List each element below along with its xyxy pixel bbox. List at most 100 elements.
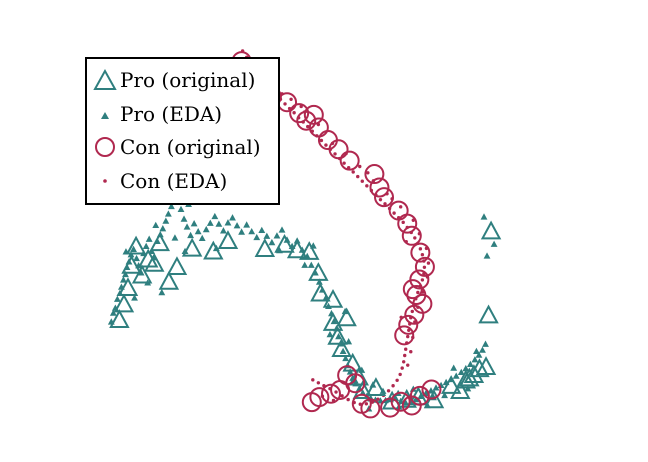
data-point-dot — [334, 390, 338, 394]
legend-label: Pro (EDA) — [120, 102, 222, 126]
data-point-triangle-open — [299, 241, 320, 260]
data-point-triangle-filled — [335, 333, 342, 340]
data-point-triangle-filled — [167, 202, 175, 210]
legend-label: Con (original) — [120, 135, 261, 159]
data-point-dot — [404, 347, 408, 351]
data-point-dot — [426, 261, 431, 265]
data-point-dot — [360, 179, 364, 183]
data-point-triangle-open — [322, 288, 344, 308]
data-point-circle-open — [410, 242, 431, 263]
data-point-triangle-filled — [263, 232, 271, 239]
data-point-triangle-filled — [131, 294, 138, 301]
data-point-triangle-open — [117, 277, 139, 297]
data-point-dot — [383, 202, 387, 206]
data-point-dot — [406, 363, 410, 367]
data-point-triangle-filled — [278, 226, 286, 233]
data-point-circle-open — [374, 187, 395, 208]
legend-entry-con-eda: Con (EDA) — [103, 169, 227, 193]
data-point-dot — [376, 397, 380, 401]
data-point-dot — [401, 220, 405, 225]
data-point-dot — [403, 353, 407, 358]
data-point-dot — [316, 381, 321, 385]
legend-entry-pro-eda: Pro (EDA) — [101, 102, 222, 126]
data-point-dot — [391, 384, 395, 388]
data-point-triangle-filled — [471, 356, 479, 363]
data-point-triangle-filled — [441, 391, 449, 399]
data-point-triangle-filled — [307, 261, 315, 268]
data-point-triangle-filled — [183, 223, 191, 230]
data-point-triangle-filled — [187, 231, 195, 239]
data-point-triangle-open — [459, 367, 480, 387]
data-point-dot — [366, 171, 370, 175]
legend-marker-dot — [103, 179, 107, 183]
data-point-circle-open — [364, 164, 385, 185]
data-point-triangle-open — [478, 304, 499, 324]
data-point-dot — [283, 102, 287, 106]
data-point-triangle-filled — [171, 234, 179, 241]
data-point-circle-open — [328, 139, 349, 160]
data-point-triangle-filled — [330, 317, 338, 325]
data-point-triangle-filled — [253, 233, 261, 241]
data-point-triangle-filled — [482, 340, 489, 347]
data-point-triangle-filled — [342, 354, 350, 362]
data-point-triangle-filled — [162, 217, 170, 224]
data-point-circle-open — [339, 150, 360, 171]
data-point-triangle-filled — [273, 232, 281, 239]
data-point-dot — [398, 205, 403, 209]
data-point-triangle-filled — [202, 225, 210, 233]
legend-label: Pro (original) — [120, 68, 255, 92]
data-point-circle-open — [398, 314, 419, 335]
data-point-triangle-filled — [211, 212, 219, 220]
data-point-triangle-open — [121, 254, 142, 274]
data-point-triangle-open — [125, 235, 147, 255]
data-point-triangle-filled — [164, 210, 172, 217]
data-point-dot — [342, 161, 346, 165]
legend: Pro (original) Pro (EDA) Con (original) … — [85, 57, 280, 205]
data-point-triangle-filled — [339, 347, 347, 354]
data-point-triangle-filled — [206, 219, 214, 226]
data-point-triangle-open — [455, 369, 477, 389]
legend-marker-circle-open — [95, 137, 115, 157]
data-point-triangle-filled — [133, 254, 140, 262]
data-point-triangle-open — [286, 239, 308, 259]
data-point-circle-open — [394, 325, 415, 346]
data-point-triangle-filled — [142, 242, 150, 249]
legend-entry-con-original: Con (original) — [95, 135, 261, 159]
data-point-triangle-filled — [194, 228, 202, 235]
data-point-dot — [386, 389, 391, 393]
data-point-dot — [289, 97, 293, 102]
data-point-triangle-open — [166, 256, 188, 276]
data-point-triangle-filled — [402, 399, 410, 406]
data-point-triangle-open — [131, 264, 153, 284]
data-point-triangle-filled — [122, 270, 129, 278]
data-point-circle-open — [414, 256, 435, 277]
data-point-triangle-open — [348, 366, 369, 386]
data-point-triangle-filled — [301, 261, 309, 268]
data-point-triangle-open — [322, 312, 344, 331]
data-point-dot — [413, 236, 417, 240]
data-point-triangle-filled — [130, 245, 137, 252]
data-point-triangle-filled — [159, 225, 167, 232]
data-point-triangle-filled — [158, 288, 166, 296]
data-point-triangle-filled — [177, 205, 185, 213]
legend-frame — [85, 57, 280, 205]
data-point-triangle-filled — [152, 221, 160, 228]
legend-marker-triangle-open — [93, 68, 117, 90]
data-point-dot — [398, 372, 402, 377]
data-point-dot — [340, 394, 344, 398]
data-point-dot — [333, 152, 337, 156]
data-point-circle-open — [369, 177, 390, 198]
data-point-circle-open — [421, 379, 442, 400]
data-point-triangle-open — [352, 380, 374, 399]
data-point-dot — [422, 265, 427, 269]
data-point-circle-open — [289, 103, 310, 124]
data-point-dot — [365, 184, 369, 188]
data-point-triangle-filled — [466, 360, 474, 368]
data-point-dot — [407, 328, 411, 332]
data-point-circle-open — [380, 397, 401, 418]
data-point-triangle-filled — [450, 364, 458, 371]
data-point-triangle-filled — [229, 214, 236, 221]
data-point-triangle-open — [480, 220, 502, 240]
data-point-dot — [400, 366, 404, 370]
